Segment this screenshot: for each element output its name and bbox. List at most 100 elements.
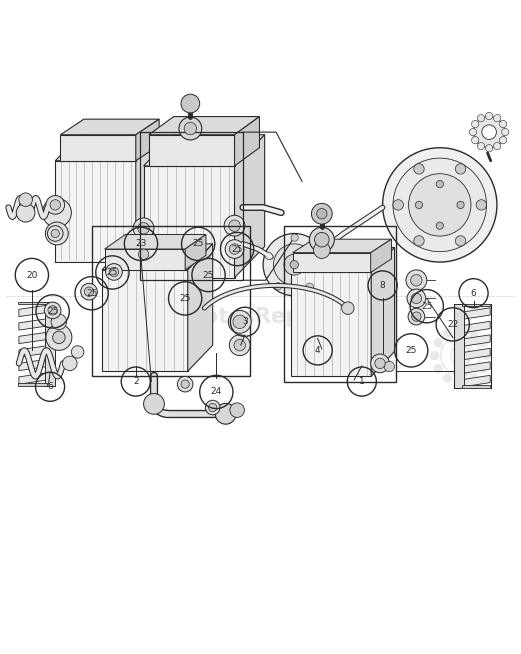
Circle shape: [53, 331, 65, 343]
Circle shape: [44, 302, 61, 318]
Circle shape: [393, 199, 403, 210]
Text: 25: 25: [203, 271, 214, 279]
Polygon shape: [188, 244, 213, 371]
Text: 6: 6: [470, 288, 476, 298]
Polygon shape: [463, 308, 490, 319]
Circle shape: [19, 193, 32, 207]
Text: 25: 25: [192, 239, 204, 249]
Text: 25: 25: [405, 346, 417, 355]
Circle shape: [181, 94, 200, 113]
Circle shape: [306, 283, 314, 290]
Text: 25: 25: [107, 268, 118, 277]
Circle shape: [455, 164, 466, 174]
Circle shape: [482, 125, 497, 139]
Circle shape: [443, 328, 452, 337]
Polygon shape: [149, 135, 234, 166]
Polygon shape: [463, 321, 490, 333]
Circle shape: [443, 373, 452, 383]
Circle shape: [476, 199, 487, 210]
Circle shape: [411, 275, 422, 286]
Circle shape: [177, 376, 193, 392]
Circle shape: [228, 311, 251, 334]
Circle shape: [263, 233, 326, 296]
Circle shape: [109, 267, 119, 277]
Circle shape: [138, 222, 150, 234]
Circle shape: [433, 364, 443, 373]
Circle shape: [84, 287, 94, 296]
Circle shape: [370, 354, 389, 373]
Polygon shape: [149, 116, 259, 135]
Text: 8: 8: [380, 281, 386, 290]
Polygon shape: [291, 273, 371, 376]
Circle shape: [46, 196, 65, 215]
Text: 25: 25: [231, 245, 243, 254]
Circle shape: [179, 117, 202, 140]
Circle shape: [225, 240, 244, 258]
Polygon shape: [234, 116, 259, 166]
Bar: [284, 226, 395, 381]
Circle shape: [414, 164, 424, 174]
Circle shape: [51, 314, 67, 330]
Circle shape: [233, 315, 246, 328]
Circle shape: [312, 203, 332, 224]
Bar: [140, 132, 243, 280]
Polygon shape: [185, 235, 206, 270]
Polygon shape: [136, 119, 159, 161]
Polygon shape: [60, 135, 136, 161]
Polygon shape: [144, 135, 265, 166]
Circle shape: [315, 232, 329, 247]
Polygon shape: [19, 346, 47, 357]
Circle shape: [229, 335, 250, 356]
Text: 23: 23: [135, 239, 147, 249]
Circle shape: [275, 283, 282, 290]
Polygon shape: [463, 349, 490, 360]
Circle shape: [407, 289, 426, 308]
Circle shape: [229, 244, 240, 254]
Circle shape: [133, 218, 154, 239]
Circle shape: [42, 198, 71, 227]
Circle shape: [477, 143, 485, 150]
Circle shape: [406, 270, 427, 290]
Circle shape: [230, 403, 244, 417]
Bar: [18, 301, 47, 304]
Polygon shape: [102, 244, 213, 270]
Circle shape: [382, 148, 497, 262]
Circle shape: [205, 400, 220, 415]
Circle shape: [50, 199, 60, 210]
Text: 25: 25: [421, 301, 432, 311]
Circle shape: [493, 143, 501, 150]
Circle shape: [500, 137, 507, 144]
Polygon shape: [144, 166, 234, 278]
Polygon shape: [371, 247, 394, 376]
Circle shape: [229, 220, 240, 232]
Circle shape: [46, 324, 72, 351]
Circle shape: [457, 201, 464, 209]
Circle shape: [412, 312, 421, 321]
Circle shape: [144, 394, 164, 414]
Polygon shape: [136, 132, 164, 262]
Circle shape: [393, 158, 487, 252]
Circle shape: [408, 174, 471, 236]
Polygon shape: [463, 375, 490, 387]
Circle shape: [284, 254, 305, 275]
Circle shape: [291, 234, 299, 241]
Text: 4: 4: [315, 346, 320, 355]
Polygon shape: [19, 359, 47, 371]
Bar: [462, 303, 490, 306]
Circle shape: [472, 137, 479, 144]
Polygon shape: [105, 249, 185, 270]
Circle shape: [234, 339, 245, 351]
Bar: [462, 385, 490, 388]
Polygon shape: [291, 247, 394, 273]
Polygon shape: [293, 239, 391, 252]
Circle shape: [139, 249, 149, 260]
Polygon shape: [463, 362, 490, 373]
Text: 25: 25: [179, 294, 191, 303]
Circle shape: [375, 358, 385, 369]
Circle shape: [45, 222, 68, 245]
Text: 6: 6: [47, 382, 53, 391]
Text: MotosRepublik: MotosRepublik: [183, 307, 358, 326]
Circle shape: [474, 116, 505, 148]
Bar: [454, 303, 464, 388]
Circle shape: [486, 145, 493, 152]
